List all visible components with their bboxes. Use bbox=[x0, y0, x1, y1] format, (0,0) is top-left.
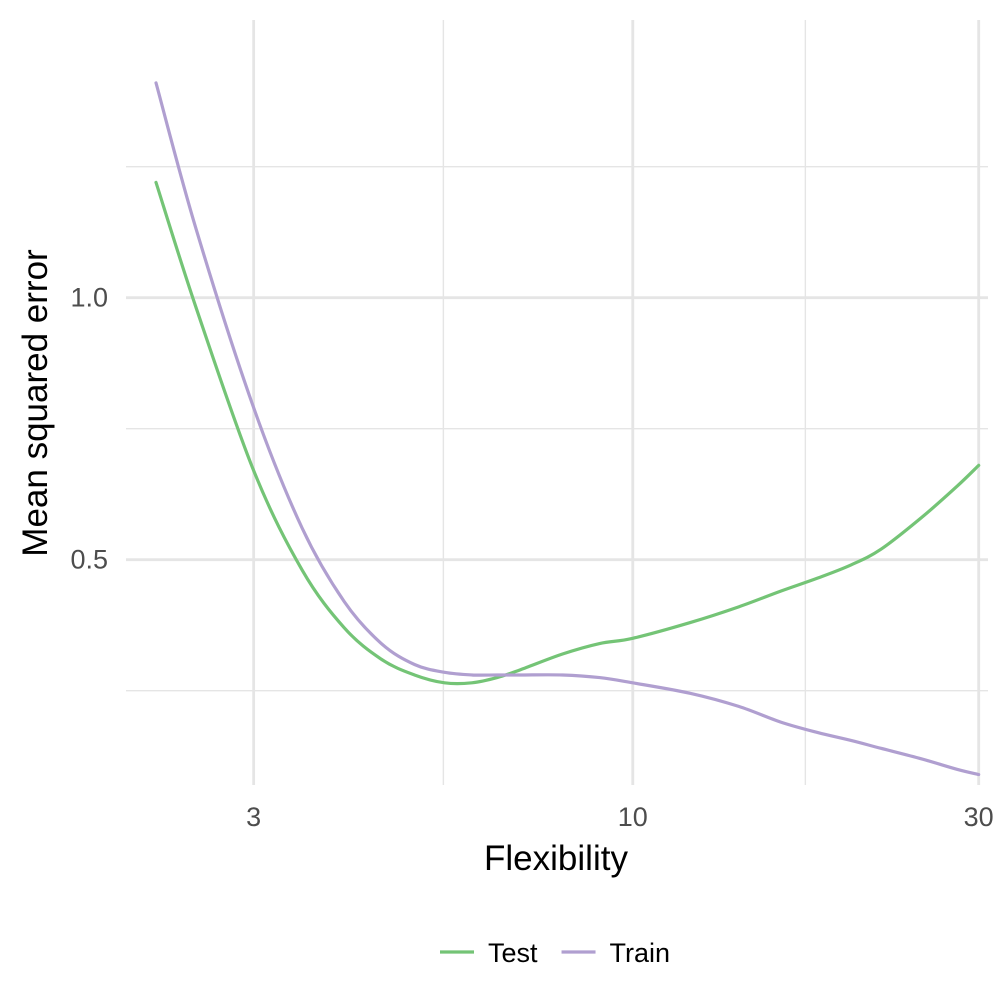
y-axis-title: Mean squared error bbox=[16, 249, 55, 557]
x-tick-label: 10 bbox=[618, 802, 648, 832]
legend-label-train: Train bbox=[610, 938, 671, 968]
x-tick-label: 30 bbox=[964, 802, 994, 832]
x-axis-title: Flexibility bbox=[484, 839, 628, 878]
legend-label-test: Test bbox=[488, 938, 538, 968]
plot-series bbox=[154, 81, 981, 777]
y-tick-label: 0.5 bbox=[70, 545, 108, 575]
series-line-train bbox=[154, 81, 981, 777]
x-axis-ticks: 3 10 30 bbox=[246, 802, 994, 832]
legend: Test Train bbox=[440, 938, 670, 968]
gridlines bbox=[126, 20, 988, 785]
x-tick-label: 3 bbox=[246, 802, 261, 832]
y-tick-label: 1.0 bbox=[70, 283, 108, 313]
series-line-test bbox=[154, 180, 981, 686]
y-axis-ticks: 0.5 1.0 bbox=[70, 283, 108, 575]
